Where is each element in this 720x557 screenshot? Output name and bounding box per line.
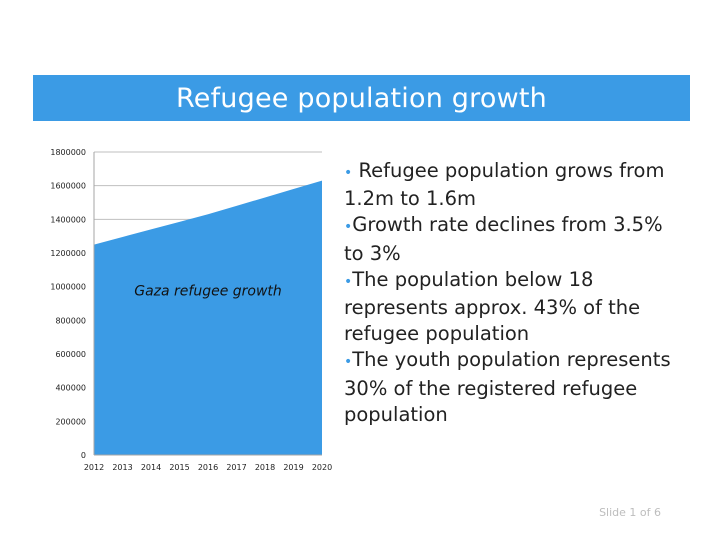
y-tick-label: 0	[81, 451, 86, 460]
x-tick-label: 2012	[84, 463, 104, 472]
x-tick-label: 2016	[198, 463, 218, 472]
y-tick-label: 600000	[55, 350, 86, 359]
bullet-item: •Growth rate declines from 3.5% to 3%	[344, 212, 684, 266]
y-tick-label: 1800000	[50, 148, 86, 157]
bullet-icon: •	[344, 219, 353, 236]
y-tick-label: 1000000	[50, 283, 86, 292]
y-tick-label: 800000	[55, 316, 86, 325]
y-tick-label: 1400000	[50, 215, 86, 224]
bullet-icon: •	[344, 273, 353, 290]
title-bar: Refugee population growth	[33, 75, 690, 121]
x-tick-label: 2017	[226, 463, 246, 472]
bullet-item: • Refugee population grows from 1.2m to …	[344, 158, 684, 212]
y-tick-label: 1200000	[50, 249, 86, 258]
x-tick-label: 2019	[283, 463, 303, 472]
bullet-item: •The youth population represents 30% of …	[344, 347, 684, 428]
x-tick-label: 2015	[169, 463, 189, 472]
bullet-item: •The population below 18 represents appr…	[344, 267, 684, 348]
x-tick-label: 2014	[141, 463, 161, 472]
x-tick-label: 2018	[255, 463, 275, 472]
bullet-icon: •	[344, 165, 353, 181]
x-tick-label: 2013	[112, 463, 132, 472]
bullet-text: The youth population represents 30% of t…	[344, 348, 671, 426]
bullet-icon: •	[344, 354, 353, 371]
chart-annotation: Gaza refugee growth	[134, 284, 282, 300]
bullet-text: Growth rate declines from 3.5% to 3%	[344, 213, 663, 265]
bullet-text: Refugee population grows from 1.2m to 1.…	[344, 159, 665, 211]
area-series-gaza	[94, 180, 322, 455]
y-tick-label: 1600000	[50, 182, 86, 191]
bullet-list: • Refugee population grows from 1.2m to …	[344, 158, 684, 428]
slide-title: Refugee population growth	[176, 82, 547, 114]
y-tick-label: 200000	[55, 417, 86, 426]
y-tick-label: 400000	[55, 384, 86, 393]
x-tick-label: 2020	[312, 463, 332, 472]
slide-number: Slide 1 of 6	[599, 506, 661, 519]
bullet-text: The population below 18 represents appro…	[344, 267, 641, 346]
